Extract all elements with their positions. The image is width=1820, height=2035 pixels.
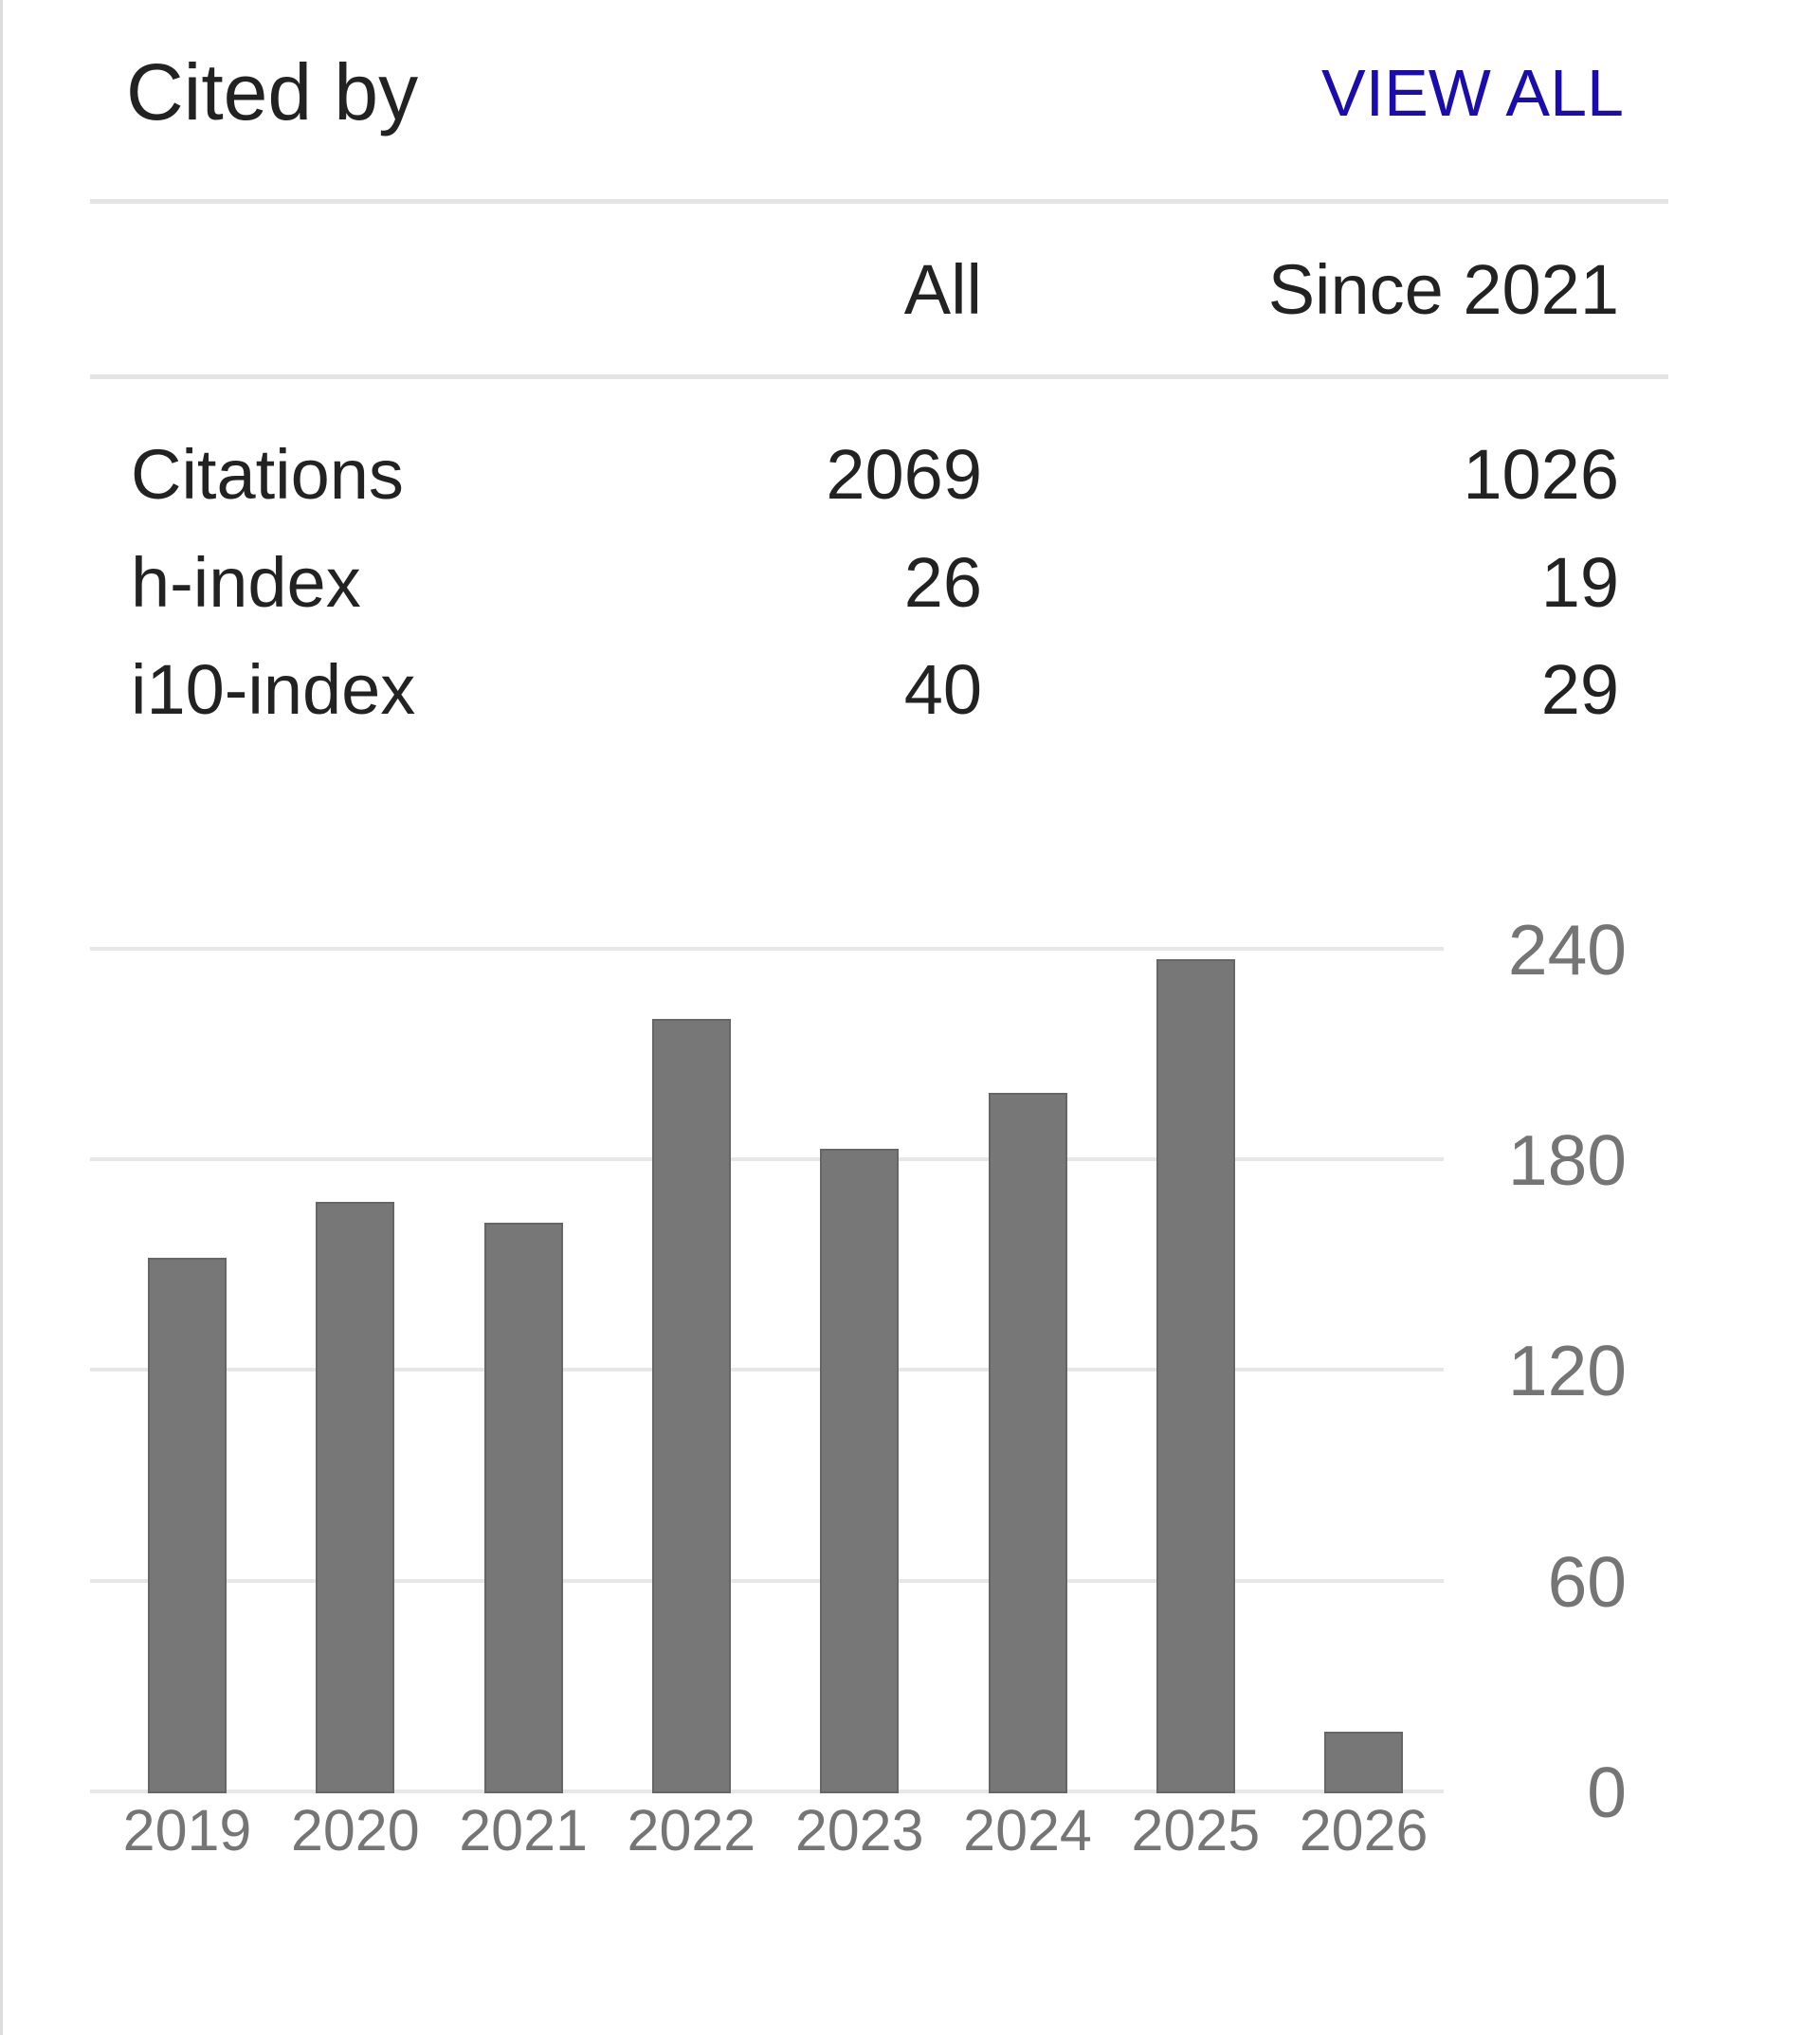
row-label-i10-index: i10-index xyxy=(131,650,416,729)
divider-header xyxy=(90,374,1668,379)
citation-bar-2025[interactable] xyxy=(1156,958,1235,1793)
citation-bar-2019[interactable] xyxy=(148,1257,227,1793)
gridline xyxy=(90,1368,1444,1372)
gridline xyxy=(90,1790,1444,1793)
citation-bar-2021[interactable] xyxy=(483,1222,563,1793)
page-title: Cited by xyxy=(126,47,419,136)
x-axis-year-label: 2023 xyxy=(794,1798,924,1862)
divider-top xyxy=(90,199,1668,204)
column-header-all: All xyxy=(903,250,982,329)
x-axis-year-label: 2026 xyxy=(1299,1798,1429,1862)
x-axis-year-label: 2024 xyxy=(963,1798,1092,1862)
h-index-since-value: 19 xyxy=(1540,543,1619,622)
x-axis-year-label: 2022 xyxy=(627,1798,756,1862)
column-header-since: Since 2021 xyxy=(1267,250,1619,329)
citation-bar-2026[interactable] xyxy=(1324,1732,1404,1793)
y-axis-tick-label: 180 xyxy=(1507,1120,1627,1201)
x-axis-year-label: 2020 xyxy=(290,1798,420,1862)
view-all-link[interactable]: VIEW ALL xyxy=(1320,56,1624,130)
gridline xyxy=(90,1578,1444,1583)
x-axis-year-label: 2025 xyxy=(1131,1798,1261,1862)
row-label-h-index: h-index xyxy=(131,543,361,622)
citation-bar-2024[interactable] xyxy=(988,1092,1067,1793)
i10-index-all-value: 40 xyxy=(903,650,982,729)
citation-bar-2020[interactable] xyxy=(316,1201,395,1793)
gridline xyxy=(90,946,1444,951)
x-axis-year-label: 2019 xyxy=(122,1798,252,1862)
h-index-all-value: 26 xyxy=(903,543,982,622)
y-axis-tick-label: 120 xyxy=(1507,1331,1627,1411)
citations-all-value: 2069 xyxy=(826,435,982,514)
citation-bar-2023[interactable] xyxy=(820,1148,900,1793)
y-axis-tick-label: 0 xyxy=(1587,1753,1627,1832)
citations-since-value: 1026 xyxy=(1463,435,1619,514)
gridline xyxy=(90,1157,1444,1162)
i10-index-since-value: 29 xyxy=(1540,650,1619,729)
y-axis-tick-label: 60 xyxy=(1547,1541,1627,1622)
x-axis-year-label: 2021 xyxy=(459,1798,588,1862)
y-axis-tick-label: 240 xyxy=(1507,909,1627,990)
row-label-citations: Citations xyxy=(131,435,404,514)
citation-bar-2022[interactable] xyxy=(651,1018,731,1793)
